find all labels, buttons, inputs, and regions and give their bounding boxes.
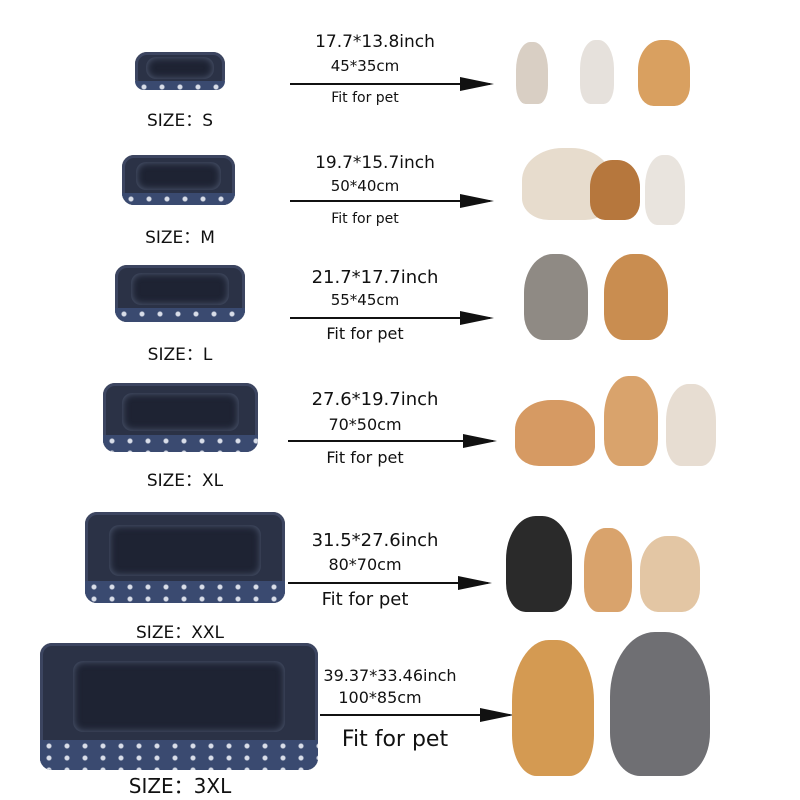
size-cm: 80*70cm: [328, 555, 402, 574]
size-inch: 39.37*33.46inch: [323, 666, 457, 685]
pet-puppy-image: [638, 40, 690, 106]
size-label: SIZE：S: [147, 111, 213, 131]
pet-cat-image: [524, 254, 588, 340]
size-label: SIZE：3XL: [128, 774, 232, 798]
size-inch: 21.7*17.7inch: [311, 267, 439, 288]
pet-kitten-image: [516, 42, 548, 104]
pet-husky-image: [610, 632, 710, 776]
size-cm: 50*40cm: [330, 177, 400, 195]
size-cm: 100*85cm: [338, 688, 422, 707]
arrow: [290, 200, 490, 202]
fit-label: Fit for pet: [341, 727, 449, 752]
fit-label: Fit for pet: [331, 211, 399, 227]
fit-label: Fit for pet: [331, 90, 399, 106]
size-label: SIZE：XL: [146, 471, 224, 491]
bed-image-xl: [103, 383, 258, 452]
pet-cat-image: [515, 400, 595, 466]
size-inch: 19.7*15.7inch: [315, 153, 435, 173]
pet-corgi-image: [584, 528, 632, 612]
fit-label: Fit for pet: [326, 324, 404, 343]
size-cm: 70*50cm: [328, 415, 402, 434]
size-label: SIZE：L: [147, 345, 213, 365]
size-inch: 27.6*19.7inch: [311, 389, 439, 410]
size-inch: 17.7*13.8inch: [315, 32, 435, 52]
pet-pug-image: [645, 155, 685, 225]
size-inch: 31.5*27.6inch: [311, 530, 439, 551]
bed-image-xxl: [85, 512, 285, 603]
size-cm: 45*35cm: [330, 57, 400, 75]
pet-golden-retriever-image: [512, 640, 594, 776]
bed-image-3xl: [40, 643, 318, 770]
size-label: SIZE：XXL: [136, 623, 224, 643]
pet-corgi-image: [604, 376, 658, 466]
pet-bulldog-image: [640, 536, 700, 612]
bed-image-m: [122, 155, 235, 205]
pet-chihuahua-image: [604, 254, 668, 340]
bed-image-s: [135, 52, 225, 90]
pet-kitten-image: [580, 40, 614, 104]
pet-jack-russell-image: [666, 384, 716, 466]
arrow: [288, 582, 488, 584]
bed-image-l: [115, 265, 245, 322]
fit-label: Fit for pet: [326, 448, 404, 467]
fit-label: Fit for pet: [321, 589, 409, 610]
size-label: SIZE：M: [145, 228, 215, 248]
size-cm: 55*45cm: [330, 291, 400, 309]
arrow: [320, 714, 510, 716]
pet-puppy-image: [590, 160, 640, 220]
arrow: [290, 317, 490, 319]
arrow: [288, 440, 493, 442]
arrow: [290, 83, 490, 85]
pet-border-collie-image: [506, 516, 572, 612]
